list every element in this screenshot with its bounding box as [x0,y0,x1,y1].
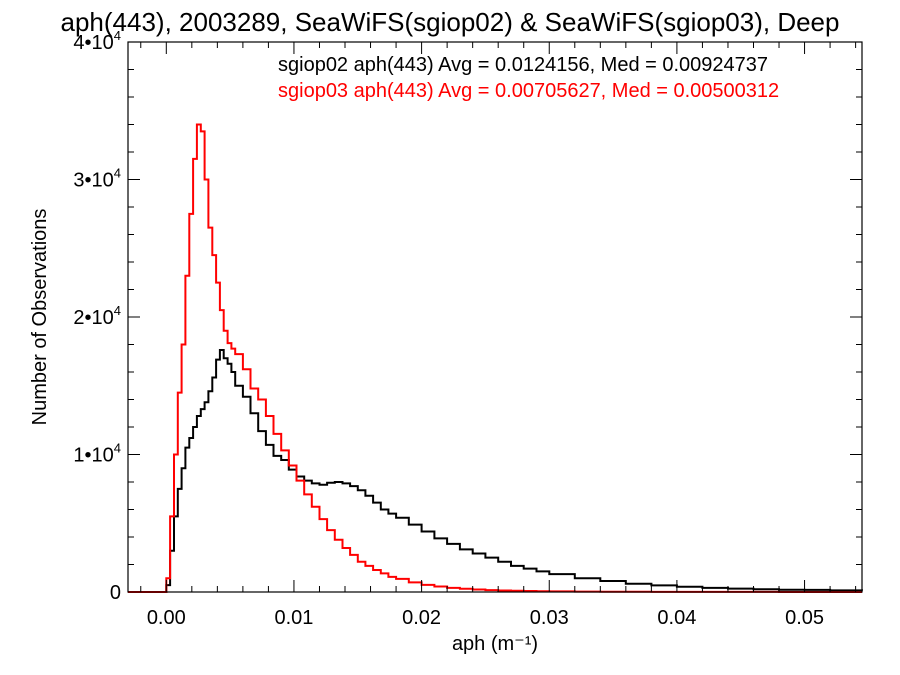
legend: sgiop02 aph(443) Avg = 0.0124156, Med = … [278,54,779,102]
legend-entry-sgiop02: sgiop02 aph(443) Avg = 0.0124156, Med = … [278,54,768,76]
legend-entry-sgiop03: sgiop03 aph(443) Avg = 0.00705627, Med =… [278,80,779,102]
series-layer [128,123,863,593]
y-tick-label: 1•104 [73,441,121,467]
x-axis-label: aph (m⁻¹) [452,633,538,655]
x-tick-label: 0.04 [657,607,696,629]
series-line-sgiop03 [128,123,862,593]
x-tick-label: 0.03 [530,607,569,629]
plot-frame [127,41,863,593]
x-tick-label: 0.05 [785,607,824,629]
series-line-sgiop02 [128,349,863,593]
y-tick-label: 4•104 [73,28,121,54]
plot-area [127,41,863,593]
x-tick-label: 0.00 [147,607,186,629]
y-axis: 0 1•104 2•104 3•104 4•104 [73,28,862,604]
x-tick-label: 0.01 [274,607,313,629]
y-tick-label: 3•104 [73,166,121,192]
x-axis: 0.00 0.01 0.02 0.03 0.04 0.05 [140,42,857,629]
y-tick-label: 0 [110,582,121,604]
y-tick-label: 2•104 [73,303,121,329]
y-axis-label: Number of Observations [29,209,51,426]
x-tick-label: 0.02 [402,607,441,629]
chart-title: aph(443), 2003289, SeaWiFS(sgiop02) & Se… [61,7,840,37]
